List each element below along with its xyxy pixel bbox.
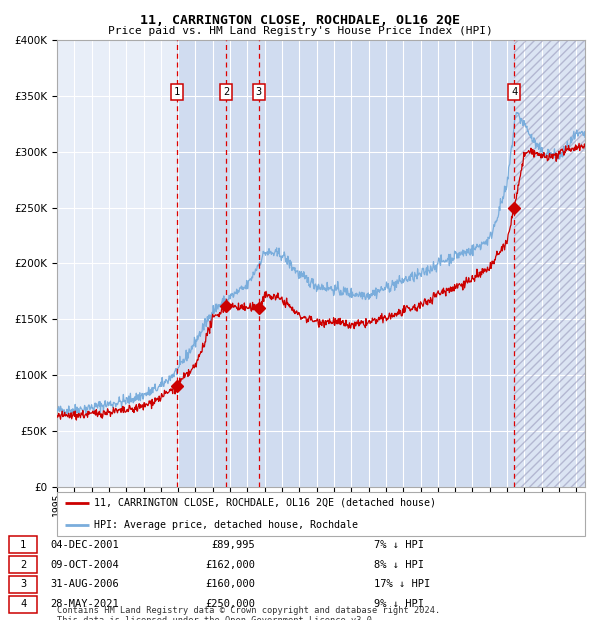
- Text: £89,995: £89,995: [212, 540, 256, 550]
- Bar: [514, 40, 585, 487]
- Bar: [9, 596, 37, 613]
- Text: 11, CARRINGTON CLOSE, ROCHDALE, OL16 2QE (detached house): 11, CARRINGTON CLOSE, ROCHDALE, OL16 2QE…: [94, 498, 436, 508]
- Text: 8% ↓ HPI: 8% ↓ HPI: [374, 560, 424, 570]
- Text: 3: 3: [20, 580, 26, 590]
- Text: £250,000: £250,000: [205, 600, 256, 609]
- Text: 2: 2: [20, 560, 26, 570]
- Bar: [177, 40, 514, 487]
- Bar: [9, 556, 37, 574]
- Text: Price paid vs. HM Land Registry's House Price Index (HPI): Price paid vs. HM Land Registry's House …: [107, 26, 493, 36]
- Bar: [514, 40, 585, 487]
- Text: Contains HM Land Registry data © Crown copyright and database right 2024.: Contains HM Land Registry data © Crown c…: [57, 606, 440, 615]
- Text: HPI: Average price, detached house, Rochdale: HPI: Average price, detached house, Roch…: [94, 520, 358, 530]
- Text: 4: 4: [20, 600, 26, 609]
- Text: £160,000: £160,000: [205, 580, 256, 590]
- Text: 31-AUG-2006: 31-AUG-2006: [50, 580, 119, 590]
- Text: 09-OCT-2004: 09-OCT-2004: [50, 560, 119, 570]
- Text: £162,000: £162,000: [205, 560, 256, 570]
- Bar: [9, 536, 37, 554]
- Text: 2: 2: [223, 87, 229, 97]
- Text: 11, CARRINGTON CLOSE, ROCHDALE, OL16 2QE: 11, CARRINGTON CLOSE, ROCHDALE, OL16 2QE: [140, 14, 460, 27]
- Text: 17% ↓ HPI: 17% ↓ HPI: [374, 580, 431, 590]
- Bar: [9, 576, 37, 593]
- Text: 9% ↓ HPI: 9% ↓ HPI: [374, 600, 424, 609]
- Text: 3: 3: [256, 87, 262, 97]
- Text: 28-MAY-2021: 28-MAY-2021: [50, 600, 119, 609]
- Text: 7% ↓ HPI: 7% ↓ HPI: [374, 540, 424, 550]
- Text: 4: 4: [511, 87, 517, 97]
- Text: 1: 1: [173, 87, 180, 97]
- Text: This data is licensed under the Open Government Licence v3.0.: This data is licensed under the Open Gov…: [57, 616, 377, 620]
- Text: 04-DEC-2001: 04-DEC-2001: [50, 540, 119, 550]
- Text: 1: 1: [20, 540, 26, 550]
